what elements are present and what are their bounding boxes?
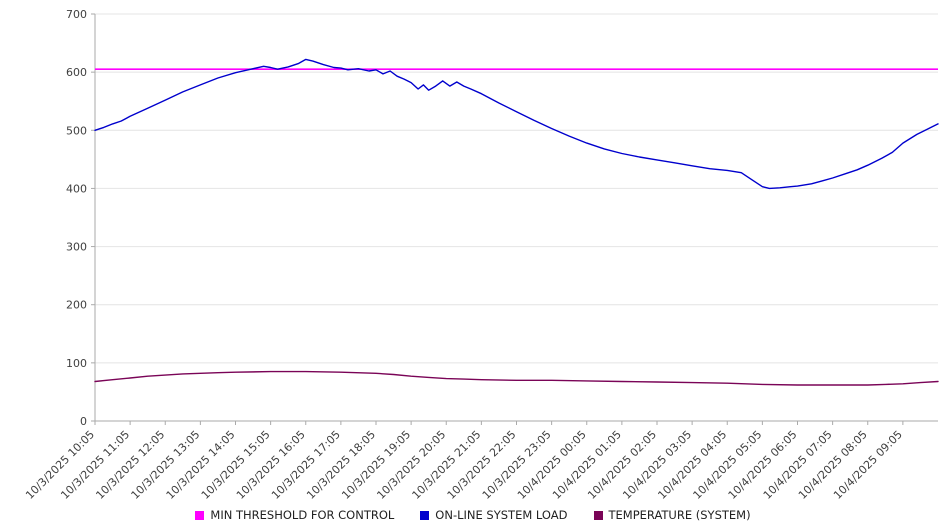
series-line-temperature-system xyxy=(94,370,939,386)
x-axis-label: 10/4/2025 09:05 xyxy=(831,428,905,502)
y-axis-label: 700 xyxy=(66,8,87,21)
y-axis-label: 200 xyxy=(66,299,87,312)
legend-label-system-load: ON-LINE SYSTEM LOAD xyxy=(435,508,568,522)
legend-label-min-threshold: MIN THRESHOLD FOR CONTROL xyxy=(210,508,395,522)
y-axis-label: 500 xyxy=(66,124,87,137)
chart-legend: MIN THRESHOLD FOR CONTROL ON-LINE SYSTEM… xyxy=(0,508,946,522)
y-axis-label: 100 xyxy=(66,357,87,370)
legend-swatch-temperature-icon xyxy=(593,510,603,520)
legend-item-min-threshold: MIN THRESHOLD FOR CONTROL xyxy=(195,508,394,522)
legend-item-system-load: ON-LINE SYSTEM LOAD xyxy=(420,508,568,522)
y-axis-label: 400 xyxy=(66,182,87,195)
legend-item-temperature: TEMPERATURE (SYSTEM) xyxy=(593,508,751,522)
legend-swatch-min-threshold-icon xyxy=(195,510,205,520)
chart-plot-area: 0 100 200 300 400 500 600 700 10/3/2025 10:0510/… xyxy=(23,8,939,502)
y-axis-label: 0 xyxy=(80,415,87,428)
legend-swatch-system-load-icon xyxy=(420,510,430,520)
y-axis-label: 600 xyxy=(66,66,87,79)
y-axis-label: 300 xyxy=(66,241,87,254)
series-line-on-line-system-load xyxy=(94,58,939,190)
legend-label-temperature: TEMPERATURE (SYSTEM) xyxy=(608,508,751,522)
y-axis-labels: 0 100 200 300 400 500 600 700 xyxy=(66,8,87,428)
y-gridlines xyxy=(91,13,938,422)
